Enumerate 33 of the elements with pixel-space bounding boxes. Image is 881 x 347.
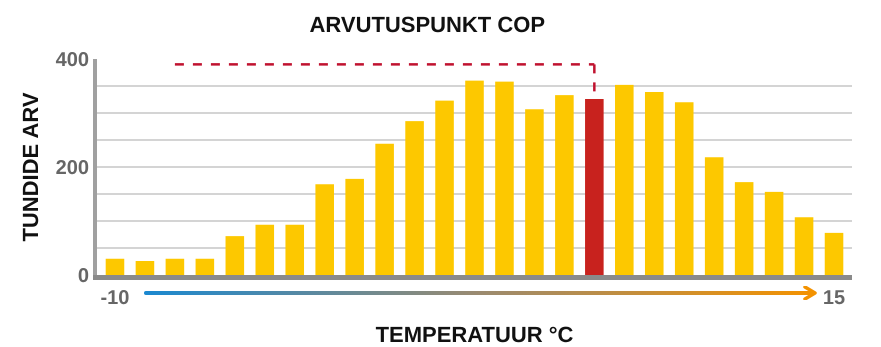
bar: [345, 178, 364, 275]
bar: [555, 95, 574, 275]
bar: [824, 232, 844, 275]
bar: [764, 192, 784, 275]
bar: [106, 258, 124, 275]
bar: [166, 258, 184, 275]
bar: [196, 258, 214, 275]
bar: [375, 144, 394, 275]
chart-title: ARVUTUSPUNKT COP: [310, 12, 546, 37]
bar: [734, 182, 754, 275]
y-tick-label: 400: [56, 49, 89, 71]
bar: [644, 92, 664, 275]
bar: [465, 80, 484, 275]
bar: [315, 184, 334, 275]
bar: [615, 84, 634, 275]
x-tick-label: -10: [100, 287, 130, 309]
bar: [794, 217, 814, 275]
bar: [585, 98, 604, 275]
x-axis-title: TEMPERATUUR °C: [376, 322, 574, 347]
bar: [226, 236, 244, 275]
bar: [435, 100, 454, 275]
y-tick-label: 0: [78, 265, 89, 287]
bar: [405, 121, 424, 275]
y-tick-label: 200: [56, 157, 89, 179]
bar: [674, 102, 694, 275]
y-axis-title: TUNDIDE ARV: [18, 92, 43, 242]
bar: [255, 224, 274, 275]
bar: [285, 224, 304, 275]
bar: [136, 260, 154, 275]
bar: [525, 109, 544, 275]
x-tick-label: 15: [822, 287, 846, 309]
bar: [495, 82, 514, 275]
bar: [704, 157, 724, 275]
